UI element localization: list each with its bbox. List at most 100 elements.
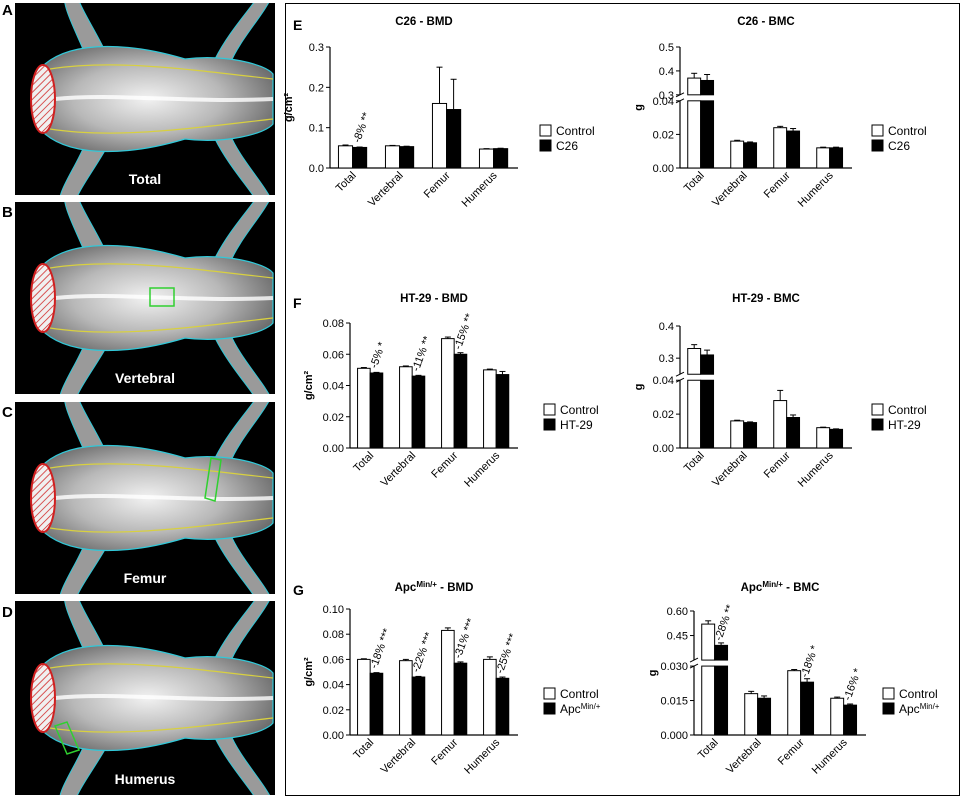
bone-outline — [49, 663, 274, 733]
y-tick-label: 0.00 — [653, 443, 674, 455]
chart-title: HT-29 - BMD — [400, 293, 468, 305]
xray-panel-humerus: Humerus — [15, 601, 275, 795]
head-exclusion-roi — [30, 64, 56, 134]
panel-letter-b: B — [2, 204, 13, 221]
x-tick-label: Humerus — [460, 169, 500, 209]
bar-control — [441, 629, 455, 736]
bar-control — [399, 660, 413, 736]
panel-letter-d: D — [2, 604, 13, 621]
chart-c26-bmc: C26 - BMC g 0.3 0.4 0.5 0.00 0.02 0.04 Total Vert… — [633, 16, 927, 210]
legend-swatch — [882, 702, 895, 715]
mouse-limb — [60, 143, 108, 195]
panel-letter-c: C — [2, 404, 13, 421]
y-tick-label: 0.000 — [660, 730, 688, 742]
y-axis-label: g/cm² — [303, 657, 315, 687]
x-tick-label: Vertebral — [379, 450, 419, 490]
bar-control — [730, 140, 745, 169]
bar-control — [816, 427, 831, 449]
y-axis-label: g — [633, 384, 645, 391]
y-tick-label: 0.60 — [667, 606, 688, 618]
legend-swatch — [882, 687, 895, 700]
bar-treated — [453, 353, 468, 449]
panel-letter-g: G — [293, 582, 304, 598]
legend-label: HT-29 — [888, 418, 921, 432]
legend-label: Control — [888, 403, 927, 417]
mouse-limb — [59, 742, 108, 795]
y-tick-label: 0.04 — [653, 96, 674, 108]
x-tick-label: Total — [696, 737, 721, 762]
percent-change-annotation: -28% ** — [713, 603, 737, 643]
head-exclusion-roi — [30, 463, 56, 533]
bar-treated — [743, 422, 758, 449]
bar-treated — [800, 681, 815, 736]
legend-label: Control — [899, 687, 938, 701]
bar-control — [478, 148, 495, 169]
femur-roi — [204, 457, 222, 502]
y-tick-label: 0.00 — [323, 730, 344, 742]
chart-ht29-bmc: HT-29 - BMC g 0.3 0.4 0.00 0.02 0.04 Total Verte… — [633, 293, 927, 490]
mouse-limb — [214, 601, 270, 664]
x-tick-label: Femur — [422, 169, 453, 200]
panel-letter-f: F — [293, 295, 302, 311]
mouse-limb — [214, 732, 271, 795]
percent-change-annotation: -5% * — [368, 340, 389, 370]
x-tick-label: Vertebral — [366, 170, 406, 210]
bar-treated — [714, 665, 729, 736]
mouse-spine — [54, 95, 274, 102]
bone-outline — [49, 64, 274, 134]
bar-treated — [786, 417, 801, 449]
legend-label: Control — [556, 124, 595, 138]
bar-control — [483, 369, 497, 449]
bar-treated — [411, 676, 426, 736]
head-exclusion-roi — [30, 663, 56, 733]
xray-label-total: Total — [128, 171, 162, 187]
axis-break-mark — [675, 371, 685, 377]
y-tick-label: 0.3 — [659, 353, 674, 365]
legend-label: Control — [560, 403, 599, 417]
y-tick-label: 0.08 — [323, 318, 344, 330]
bar-control — [687, 348, 702, 375]
percent-change-annotation: -18% * — [799, 643, 822, 679]
y-tick-label: 0.02 — [323, 705, 344, 717]
humerus-roi — [53, 721, 81, 755]
bar-control — [787, 670, 802, 736]
x-tick-label: Total — [682, 450, 707, 475]
x-tick-label: Femur — [776, 736, 807, 767]
y-axis-label: g — [633, 104, 645, 111]
bar-control — [744, 693, 759, 736]
bar-treated — [495, 374, 510, 449]
bone-outline — [49, 463, 274, 533]
legend-swatch — [543, 687, 556, 700]
x-tick-label: Total — [682, 170, 707, 195]
mouse-spine — [54, 694, 274, 701]
percent-change-annotation: -18% *** — [368, 626, 394, 670]
bar-treated — [700, 379, 715, 449]
y-tick-label: 0.0 — [309, 163, 324, 175]
legend-label: ApcMin/+ — [560, 702, 601, 716]
bar-control — [773, 127, 788, 169]
y-tick-label: 0.06 — [323, 654, 344, 666]
x-tick-label: Femur — [762, 449, 793, 480]
y-tick-label: 0.45 — [667, 631, 688, 643]
bone-outline — [49, 263, 274, 333]
chart-title: ApcMin/+ - BMD — [395, 580, 474, 594]
legend-swatch — [543, 403, 556, 416]
x-tick-label: Vertebral — [724, 737, 764, 777]
y-tick-label: 0.00 — [653, 163, 674, 175]
x-tick-label: Femur — [429, 736, 460, 767]
chart-apc-bmc: ApcMin/+ - BMC g 0.45 0.60 0.000 0.015 0.030 To… — [647, 580, 940, 777]
panel-letter-a: A — [2, 2, 13, 19]
chart-apc-bmd: G ApcMin/+ - BMD g/cm² 0.00 0.02 0.04 0.06 0.08… — [293, 580, 601, 777]
y-tick-label: 0.4 — [659, 66, 674, 78]
bar-control — [441, 338, 455, 449]
xray-label-femur: Femur — [123, 570, 167, 586]
legend-swatch — [539, 139, 552, 152]
mouse-spine — [54, 294, 274, 301]
y-tick-label: 0.3 — [659, 90, 674, 102]
legend-swatch — [871, 124, 884, 137]
bar-control — [701, 623, 716, 661]
y-axis-label: g/cm² — [303, 370, 315, 400]
xray-panel-vertebral: Vertebral — [15, 202, 275, 394]
y-tick-label: 0.02 — [323, 412, 344, 424]
head-exclusion-roi — [30, 263, 56, 333]
